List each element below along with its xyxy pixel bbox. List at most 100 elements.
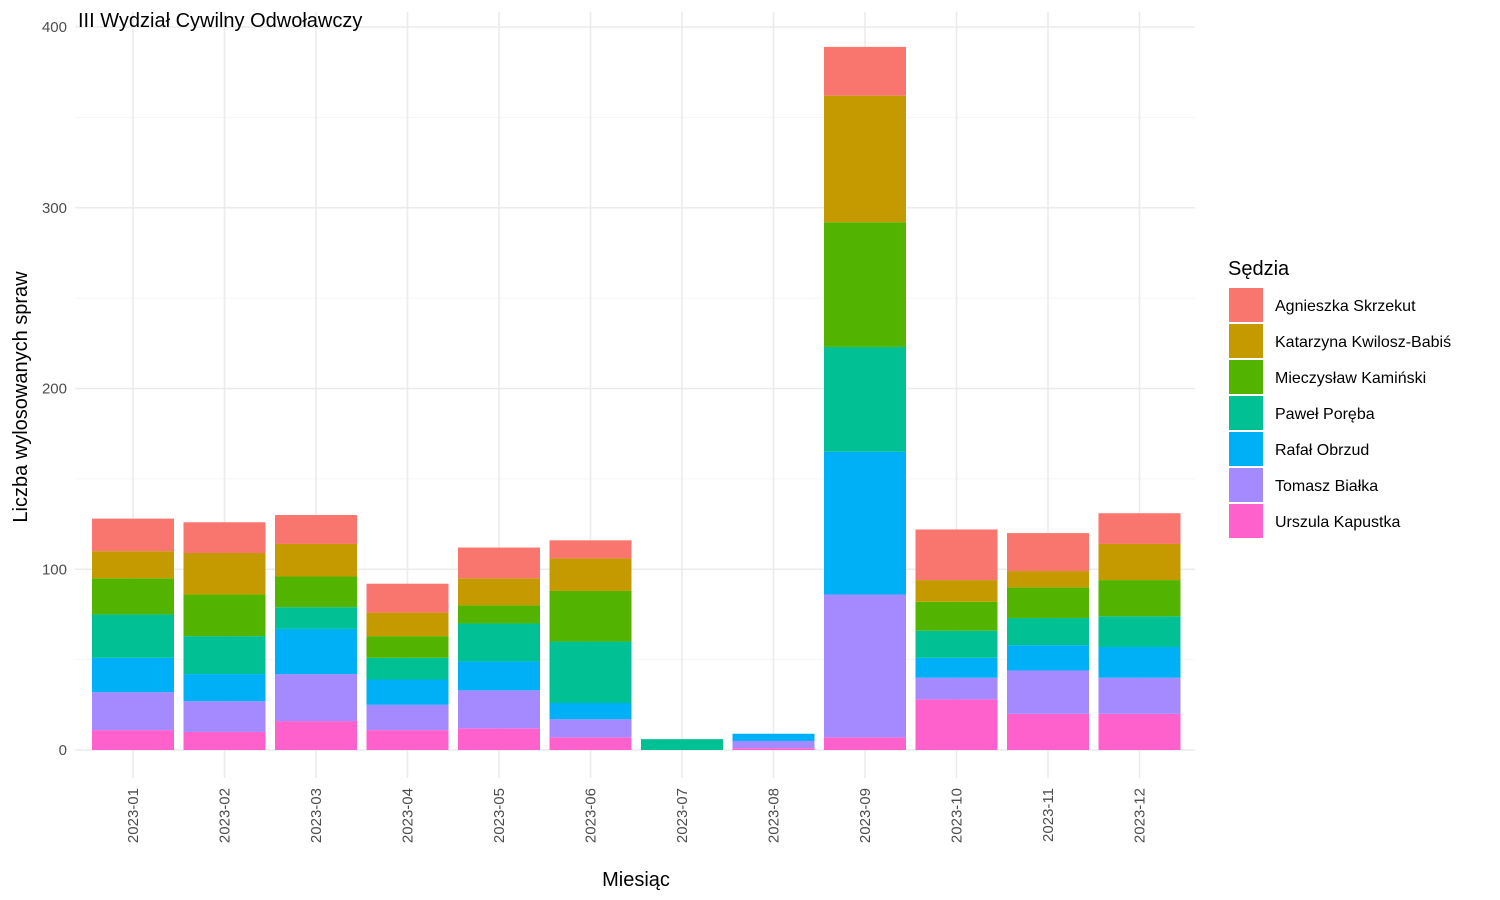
legend-key — [1229, 432, 1263, 466]
x-tick-label: 2023-11 — [1040, 788, 1057, 842]
bar-segment — [366, 704, 449, 731]
bar-segment — [366, 583, 449, 613]
bar-segment — [1098, 543, 1181, 581]
bar-segment — [732, 733, 815, 741]
x-tick-label: 2023-12 — [1132, 788, 1149, 843]
bar-segment — [1007, 533, 1089, 572]
bar-segment — [458, 547, 540, 579]
bar-segment — [1098, 513, 1181, 544]
bar-segment — [275, 628, 357, 675]
bar-segment — [366, 679, 449, 705]
y-tick-label: 200 — [42, 381, 67, 398]
bar-segment — [1007, 645, 1089, 671]
bar-segment — [549, 558, 632, 591]
legend-key — [1229, 360, 1263, 394]
bar-segment — [549, 641, 632, 704]
bar-segment — [92, 657, 174, 693]
legend-label: Agnieszka Skrzekut — [1275, 298, 1416, 315]
legend-key — [1229, 288, 1263, 322]
bar-segment — [1098, 646, 1181, 678]
bar-segment — [1007, 618, 1089, 646]
y-tick-label: 300 — [42, 200, 67, 217]
y-tick-label: 0 — [59, 742, 67, 759]
bar-segment — [458, 661, 540, 691]
legend-key — [1229, 504, 1263, 538]
bar-segment — [275, 576, 357, 608]
bar-segment — [1098, 713, 1181, 750]
legend-key — [1229, 396, 1263, 430]
x-tick-label: 2023-02 — [217, 788, 234, 843]
bar-segment — [732, 748, 815, 750]
bar-segment — [1007, 587, 1089, 619]
bar-segment — [183, 594, 266, 637]
bar-segment — [824, 451, 906, 595]
legend-label: Paweł Poręba — [1275, 406, 1375, 423]
legend: Sędzia Agnieszka Skrzekut Katarzyna Kwilo… — [1228, 258, 1451, 538]
legend-label: Mieczysław Kamiński — [1275, 370, 1426, 387]
bar-segment — [366, 612, 449, 637]
x-tick-label: 2023-05 — [491, 788, 508, 843]
bar-segment — [92, 518, 174, 552]
bar-segment — [824, 95, 906, 223]
x-axis-ticks: 2023-01 2023-02 2023-03 2023-04 2023-05 2023-… — [125, 788, 1149, 843]
legend-key — [1229, 324, 1263, 358]
bars — [92, 46, 1181, 750]
legend-label: Katarzyna Kwilosz-Babiś — [1275, 334, 1451, 351]
bar-segment — [1098, 616, 1181, 647]
bar-segment — [458, 605, 540, 624]
x-tick-label: 2023-08 — [766, 788, 783, 843]
bar-segment — [915, 677, 998, 700]
bar-segment — [458, 690, 540, 729]
x-tick-label: 2023-10 — [949, 788, 966, 843]
bar-segment — [458, 578, 540, 606]
bar-segment — [275, 607, 357, 629]
legend-key — [1229, 468, 1263, 502]
bar-segment — [183, 552, 266, 595]
bar-segment — [732, 740, 815, 749]
bar-segment — [824, 222, 906, 347]
bar-segment — [92, 551, 174, 579]
bar-segment — [92, 578, 174, 615]
bar-segment — [1098, 580, 1181, 617]
bar-segment — [915, 580, 998, 602]
bar-segment — [366, 730, 449, 750]
legend-label: Tomasz Białka — [1275, 478, 1378, 495]
bar-segment — [92, 692, 174, 731]
bar-segment — [458, 728, 540, 750]
bar-segment — [915, 529, 998, 581]
bar-segment — [366, 657, 449, 680]
x-tick-label: 2023-03 — [308, 788, 325, 843]
y-axis-ticks: 0 100 200 300 400 — [42, 19, 67, 759]
x-tick-label: 2023-04 — [400, 788, 417, 843]
x-axis-title: Miesiąc — [602, 869, 670, 891]
x-tick-label: 2023-07 — [674, 788, 691, 843]
bar-segment — [915, 630, 998, 658]
y-axis-title: Liczba wylosowanych spraw — [10, 271, 32, 523]
legend-items: Agnieszka Skrzekut Katarzyna Kwilosz-Babi… — [1229, 288, 1451, 538]
bar-segment — [275, 515, 357, 544]
bar-segment — [1007, 713, 1089, 750]
bar-segment — [183, 701, 266, 732]
x-tick-label: 2023-09 — [857, 788, 874, 843]
legend-title: Sędzia — [1228, 258, 1290, 280]
bar-segment — [366, 636, 449, 658]
bar-segment — [1007, 670, 1089, 714]
bar-segment — [915, 601, 998, 631]
bar-segment — [824, 346, 906, 452]
chart-title: III Wydział Cywilny Odwoławczy — [78, 10, 362, 32]
bar-segment — [183, 674, 266, 702]
bar-segment — [275, 721, 357, 750]
bar-segment — [92, 730, 174, 750]
y-tick-label: 100 — [42, 561, 67, 578]
bar-segment — [549, 540, 632, 559]
bar-segment — [183, 636, 266, 675]
bar-segment — [824, 737, 906, 750]
bar-segment — [549, 703, 632, 720]
bar-segment — [549, 719, 632, 738]
bar-segment — [824, 46, 906, 96]
bar-segment — [92, 614, 174, 658]
bar-segment — [549, 737, 632, 750]
x-tick-label: 2023-01 — [125, 788, 142, 843]
